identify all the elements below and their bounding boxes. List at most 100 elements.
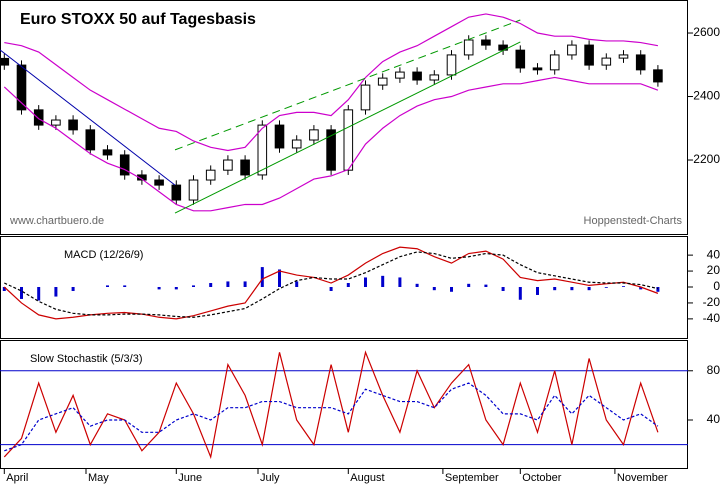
- candle-body: [85, 129, 96, 151]
- histogram-bar: [587, 287, 591, 291]
- histogram-bar: [192, 285, 195, 287]
- candle-body: [68, 119, 78, 131]
- histogram-bar: [415, 283, 419, 287]
- y-tick-label: 80: [707, 363, 721, 377]
- histogram-bar: [501, 287, 505, 291]
- candle-body: [16, 64, 27, 111]
- histogram-bar: [364, 277, 367, 287]
- x-tick-label: November: [617, 472, 668, 484]
- candle-body: [463, 39, 474, 56]
- trend-line: [0, 49, 176, 186]
- histogram-bar: [260, 267, 264, 287]
- candle-body: [137, 174, 147, 181]
- candle-body: [567, 44, 577, 56]
- histogram-bar: [157, 287, 161, 290]
- x-tick-label: April: [6, 472, 28, 484]
- histogram-bar: [174, 287, 178, 290]
- histogram-bar: [622, 286, 625, 287]
- candle-body: [635, 54, 646, 71]
- candle-body: [360, 84, 371, 111]
- candle-body: [412, 71, 422, 81]
- candle-body: [601, 57, 612, 66]
- trend-line: [174, 41, 521, 214]
- candle-body: [205, 169, 216, 181]
- candle-body: [549, 54, 560, 71]
- histogram-bar: [20, 287, 23, 299]
- series-line: [3, 350, 659, 460]
- panel-title: MACD (12/26/9): [64, 249, 143, 261]
- histogram-bar: [329, 287, 333, 291]
- candle-body: [240, 159, 250, 176]
- candle-body: [653, 69, 663, 83]
- histogram-bar: [604, 287, 608, 288]
- candle-body: [119, 154, 130, 176]
- y-tick-label: 2600: [693, 25, 720, 39]
- histogram-bar: [37, 287, 41, 301]
- histogram-bar: [71, 287, 75, 291]
- candle-body: [343, 109, 354, 171]
- candle-body: [257, 124, 268, 176]
- histogram-bar: [209, 283, 213, 287]
- histogram-bar: [381, 275, 385, 287]
- candle-body: [481, 39, 491, 46]
- histogram-bar: [2, 287, 6, 291]
- histogram-bar: [278, 269, 281, 287]
- histogram-bar: [106, 285, 109, 287]
- x-tick-label: May: [88, 472, 109, 484]
- histogram-bar: [295, 281, 299, 287]
- series-line: [4, 13, 659, 152]
- y-tick-label: -40: [703, 311, 721, 325]
- chart-title: Euro STOXX 50 auf Tagesbasis: [20, 11, 256, 28]
- y-tick-label: 0: [713, 279, 720, 293]
- credit: Hoppenstedt-Charts: [584, 215, 683, 227]
- candle-body: [223, 159, 233, 171]
- title-box: [14, 8, 246, 30]
- candle-body: [188, 179, 199, 201]
- x-tick-label: September: [445, 472, 499, 484]
- candle-body: [515, 49, 526, 69]
- trend-line: [174, 19, 521, 151]
- histogram-bar: [639, 287, 643, 290]
- histogram-bar: [467, 283, 471, 287]
- panel: [0, 340, 688, 469]
- histogram-bar: [570, 287, 574, 291]
- panel: [0, 236, 688, 339]
- histogram-bar: [450, 287, 453, 292]
- series-line: [3, 246, 659, 320]
- candle-body: [429, 74, 440, 81]
- source: www.chartbuero.de: [9, 215, 104, 227]
- panel-title: Slow Stochastik (5/3/3): [30, 353, 143, 365]
- candle-body: [377, 77, 388, 86]
- candle-body: [102, 149, 113, 156]
- series-line: [4, 251, 659, 318]
- histogram-bar: [123, 285, 127, 287]
- candle-body: [51, 119, 61, 126]
- panel: [0, 0, 688, 235]
- y-tick-label: -20: [703, 295, 721, 309]
- histogram-bar: [243, 281, 247, 287]
- histogram-bar: [536, 287, 539, 295]
- candle-body: [395, 71, 405, 79]
- candle-body: [291, 139, 302, 149]
- y-tick-label: 2400: [693, 89, 720, 103]
- candle-body: [154, 179, 164, 186]
- histogram-bar: [553, 287, 557, 291]
- x-tick-label: August: [350, 472, 384, 484]
- x-tick-label: July: [260, 472, 280, 484]
- histogram-bar: [432, 287, 436, 291]
- histogram-bar: [518, 287, 522, 300]
- candle-body: [309, 129, 319, 141]
- candle-body: [274, 124, 285, 149]
- histogram-bar: [54, 287, 58, 297]
- candle-body: [584, 44, 594, 66]
- candle-body: [33, 109, 44, 126]
- y-tick-label: 40: [707, 247, 721, 261]
- histogram-bar: [346, 283, 350, 287]
- histogram-bar: [226, 281, 230, 287]
- candle-body: [171, 184, 182, 201]
- y-tick-label: 40: [707, 412, 721, 426]
- candle-body: [532, 67, 543, 71]
- series-line: [3, 76, 659, 212]
- y-tick-label: 20: [707, 263, 721, 277]
